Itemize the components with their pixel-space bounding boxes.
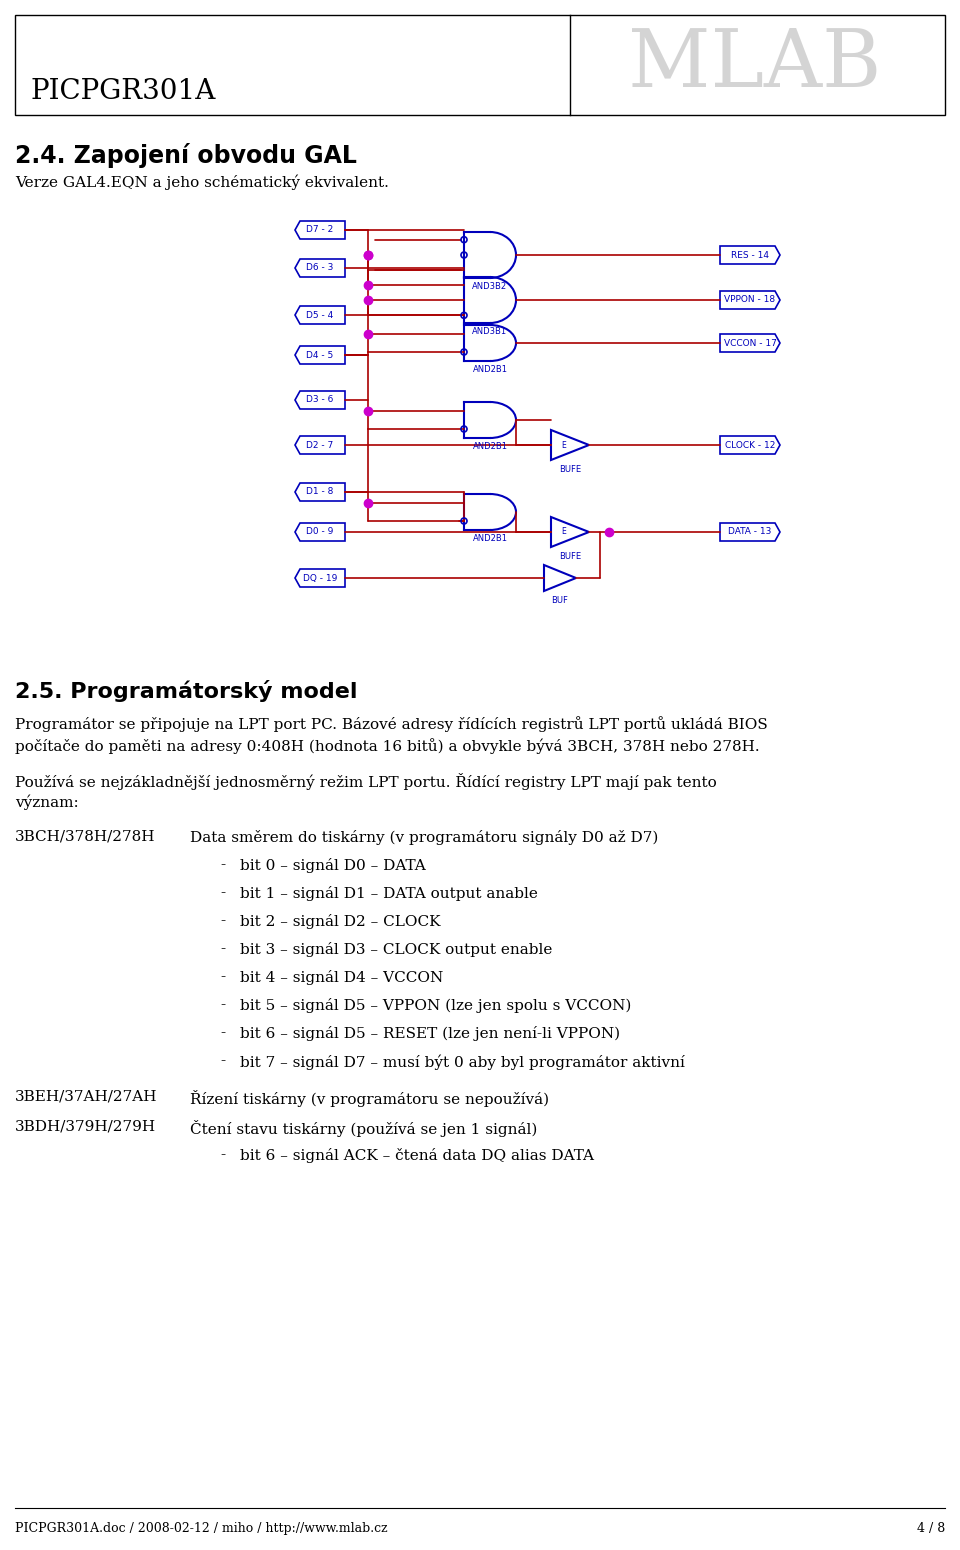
Text: RES - 14: RES - 14 (731, 251, 769, 259)
Text: -: - (220, 998, 226, 1012)
Text: BUFE: BUFE (559, 552, 581, 561)
Text: DATA - 13: DATA - 13 (729, 527, 772, 536)
Text: -: - (220, 970, 226, 984)
Text: 3BCH/378H/278H: 3BCH/378H/278H (15, 829, 156, 845)
Text: -: - (220, 914, 226, 928)
Text: -: - (220, 942, 226, 956)
Text: bit 6 – signál ACK – čtená data DQ alias DATA: bit 6 – signál ACK – čtená data DQ alias… (240, 1149, 594, 1162)
Text: bit 1 – signál D1 – DATA output anable: bit 1 – signál D1 – DATA output anable (240, 887, 538, 901)
Text: Používá se nejzákladnější jednosměrný režim LPT portu. Řídící registry LPT mají : Používá se nejzákladnější jednosměrný re… (15, 773, 717, 791)
Text: 3BDH/379H/279H: 3BDH/379H/279H (15, 1121, 156, 1135)
Text: 3BEH/37AH/27AH: 3BEH/37AH/27AH (15, 1090, 157, 1104)
Text: bit 4 – signál D4 – VCCON: bit 4 – signál D4 – VCCON (240, 970, 444, 984)
Text: D1 - 8: D1 - 8 (306, 488, 334, 496)
Text: Řízení tiskárny (v programátoru se nepoužívá): Řízení tiskárny (v programátoru se nepou… (190, 1090, 549, 1107)
Text: MLAB: MLAB (629, 26, 881, 104)
Text: AND3B1: AND3B1 (472, 327, 508, 336)
Text: -: - (220, 1149, 226, 1162)
Text: PICPGR301A.doc / 2008-02-12 / miho / http://www.mlab.cz: PICPGR301A.doc / 2008-02-12 / miho / htt… (15, 1522, 388, 1534)
Text: význam:: význam: (15, 795, 79, 811)
Text: VPPON - 18: VPPON - 18 (725, 296, 776, 304)
Text: D7 - 2: D7 - 2 (306, 225, 334, 234)
Text: PICPGR301A: PICPGR301A (30, 78, 215, 105)
Text: D0 - 9: D0 - 9 (306, 527, 334, 536)
Text: D2 - 7: D2 - 7 (306, 440, 334, 450)
Text: BUFE: BUFE (559, 465, 581, 474)
Text: 2.4. Zapojení obvodu GAL: 2.4. Zapojení obvodu GAL (15, 143, 357, 167)
Text: Verze GAL4.EQN a jeho schématický ekvivalent.: Verze GAL4.EQN a jeho schématický ekviva… (15, 175, 389, 191)
Text: AND2B1: AND2B1 (472, 535, 508, 542)
Text: VCCON - 17: VCCON - 17 (724, 338, 777, 347)
Text: bit 5 – signál D5 – VPPON (lze jen spolu s VCCON): bit 5 – signál D5 – VPPON (lze jen spolu… (240, 998, 632, 1014)
Bar (15, 16, 945, 115)
Text: CLOCK - 12: CLOCK - 12 (725, 440, 775, 450)
Text: 2.5. Programátorský model: 2.5. Programátorský model (15, 680, 357, 702)
Text: 4 / 8: 4 / 8 (917, 1522, 945, 1534)
Text: AND2B1: AND2B1 (472, 442, 508, 451)
Text: Programátor se připojuje na LPT port PC. Bázové adresy řídících registrů LPT por: Programátor se připojuje na LPT port PC.… (15, 716, 768, 732)
Text: D5 - 4: D5 - 4 (306, 310, 334, 319)
Text: AND3B2: AND3B2 (472, 282, 508, 291)
Text: bit 0 – signál D0 – DATA: bit 0 – signál D0 – DATA (240, 859, 425, 873)
Text: BUF: BUF (552, 597, 568, 604)
Text: -: - (220, 1054, 226, 1068)
Text: E: E (562, 440, 566, 450)
Text: bit 2 – signál D2 – CLOCK: bit 2 – signál D2 – CLOCK (240, 914, 441, 928)
Text: bit 7 – signál D7 – musí být 0 aby byl programátor aktivní: bit 7 – signál D7 – musí být 0 aby byl p… (240, 1054, 684, 1069)
Text: D3 - 6: D3 - 6 (306, 395, 334, 405)
Text: Čtení stavu tiskárny (používá se jen 1 signál): Čtení stavu tiskárny (používá se jen 1 s… (190, 1121, 538, 1138)
Text: -: - (220, 859, 226, 873)
Text: bit 6 – signál D5 – RESET (lze jen není-li VPPON): bit 6 – signál D5 – RESET (lze jen není-… (240, 1026, 620, 1042)
Text: D4 - 5: D4 - 5 (306, 350, 334, 360)
Text: D6 - 3: D6 - 3 (306, 264, 334, 273)
Text: DQ - 19: DQ - 19 (302, 574, 337, 583)
Text: Data směrem do tiskárny (v programátoru signály D0 až D7): Data směrem do tiskárny (v programátoru … (190, 829, 659, 845)
Text: bit 3 – signál D3 – CLOCK output enable: bit 3 – signál D3 – CLOCK output enable (240, 942, 552, 956)
Text: -: - (220, 1026, 226, 1040)
Text: -: - (220, 887, 226, 901)
Text: E: E (562, 527, 566, 536)
Text: AND2B1: AND2B1 (472, 364, 508, 374)
Text: počítače do paměti na adresy 0:408H (hodnota 16 bitů) a obvykle bývá 3BCH, 378H : počítače do paměti na adresy 0:408H (hod… (15, 738, 759, 753)
